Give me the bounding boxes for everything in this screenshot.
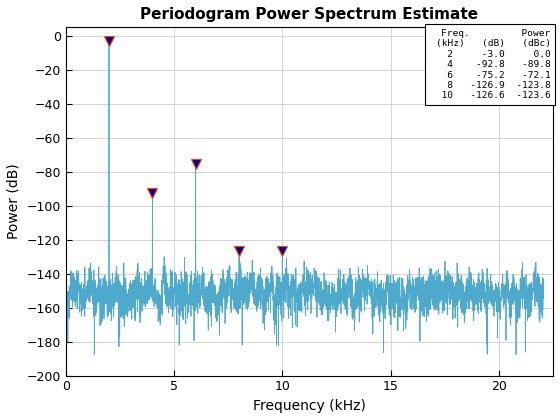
Title: Periodogram Power Spectrum Estimate: Periodogram Power Spectrum Estimate (141, 7, 478, 22)
Y-axis label: Power (dB): Power (dB) (7, 163, 21, 239)
Text: Freq.         Power
(kHz)   (dB)   (dBc)
   2     -3.0     0.0
   4    -92.8   -: Freq. Power (kHz) (dB) (dBc) 2 -3.0 0.0 … (430, 29, 550, 100)
X-axis label: Frequency (kHz): Frequency (kHz) (253, 399, 366, 413)
